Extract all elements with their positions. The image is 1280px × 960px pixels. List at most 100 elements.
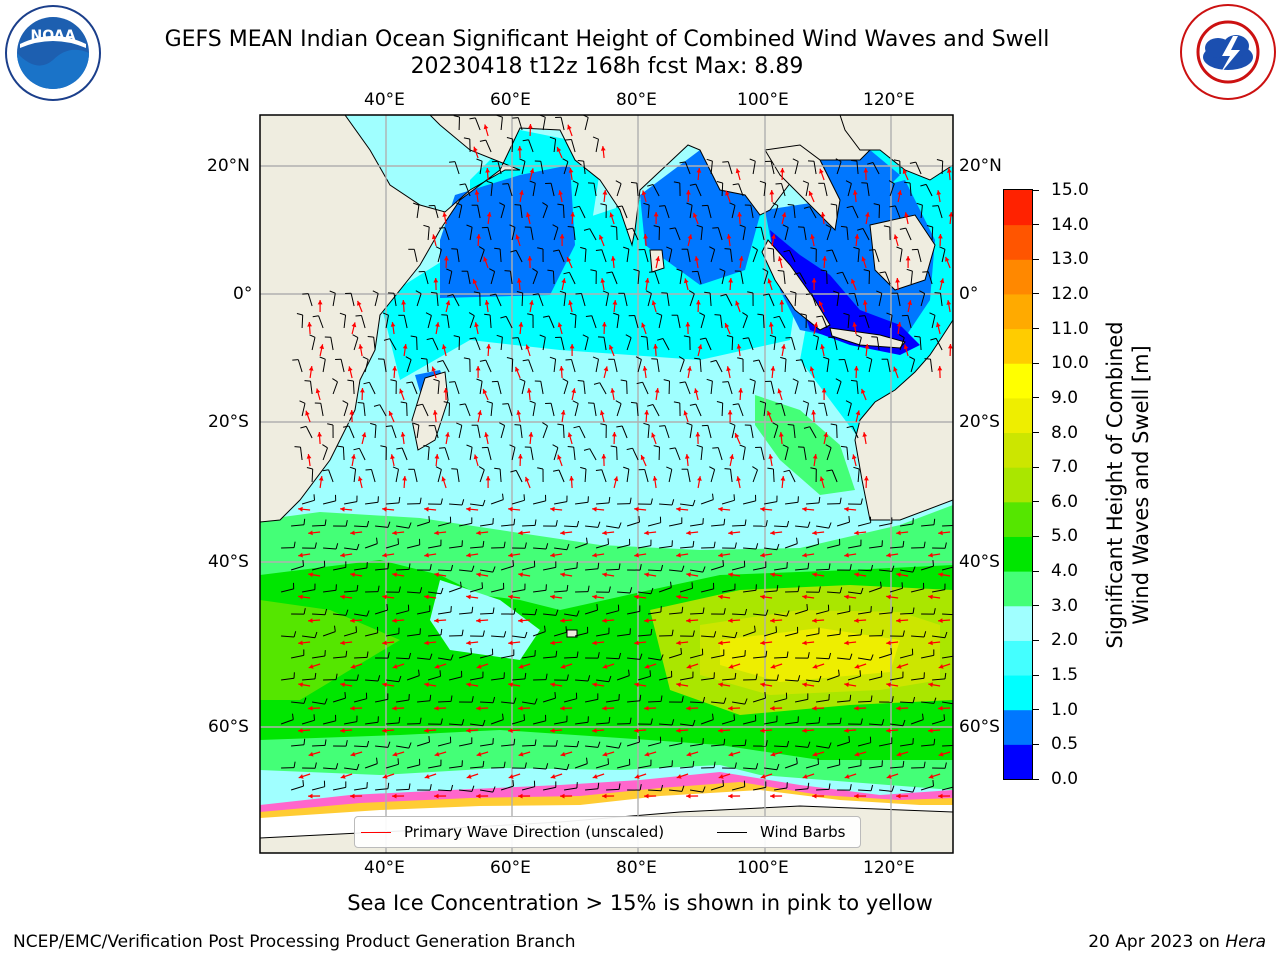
wind-barb xyxy=(654,271,660,285)
wave-arrow-head xyxy=(599,234,604,240)
wind-barb xyxy=(490,719,504,725)
wind-barb-flag xyxy=(826,469,833,472)
wind-barb xyxy=(479,161,483,175)
wind-barb xyxy=(690,612,704,615)
wind-barb xyxy=(803,227,807,241)
wave-arrow-head xyxy=(780,476,786,481)
wave-arrow-head xyxy=(634,594,639,600)
lon-tick-bottom-40e: 40°E xyxy=(364,858,405,878)
wind-barb-flag xyxy=(737,357,744,360)
wind-barb xyxy=(809,426,817,439)
wind-barb-flag xyxy=(512,337,519,339)
wave-arrow-head xyxy=(560,664,566,669)
wind-barb xyxy=(532,271,538,285)
wind-barb-flag xyxy=(471,565,475,572)
wave-arrow-head xyxy=(822,256,827,261)
wind-barb-flag xyxy=(888,180,895,185)
wind-barb xyxy=(422,403,429,417)
wind-barb-flag xyxy=(566,543,570,550)
wind-barb-flag xyxy=(552,224,559,229)
wave-arrow-head xyxy=(424,594,429,600)
wind-barb xyxy=(596,502,610,505)
wind-barb xyxy=(884,271,891,285)
wind-barb xyxy=(469,587,483,593)
wave-arrow-head xyxy=(434,454,440,459)
wind-barb xyxy=(616,675,630,681)
wind-barb-flag xyxy=(513,608,516,615)
wind-barb-flag xyxy=(383,338,390,341)
wind-barb xyxy=(449,545,463,549)
wind-barb xyxy=(560,117,565,131)
wave-arrow-head xyxy=(476,793,481,799)
wind-barb xyxy=(763,721,777,725)
wind-barb xyxy=(507,183,513,197)
wind-barb-flag xyxy=(802,180,809,184)
wind-barb xyxy=(679,677,693,681)
wind-barb-flag xyxy=(303,518,306,525)
wave-arrow-head xyxy=(946,168,952,173)
wind-barb xyxy=(920,654,934,659)
wind-barb-flag xyxy=(944,631,948,638)
wind-barb xyxy=(497,381,502,395)
wind-barb xyxy=(638,591,652,595)
wind-barb-flag xyxy=(387,521,391,528)
wave-arrow-head xyxy=(738,388,743,393)
wind-barb-flag xyxy=(303,608,306,615)
wind-barb-flag xyxy=(786,651,789,658)
wind-barb xyxy=(469,227,473,241)
wind-barb xyxy=(350,293,355,307)
wind-barb xyxy=(480,523,493,527)
wave-arrow-head xyxy=(642,366,648,371)
wind-barb xyxy=(532,500,546,505)
wave-arrow-head xyxy=(802,552,807,558)
wave-arrow-head xyxy=(484,300,490,305)
wind-barb-flag xyxy=(456,202,462,206)
wind-barb xyxy=(857,742,871,747)
wind-barb xyxy=(647,742,661,747)
wind-barb-flag xyxy=(479,139,486,142)
wind-barb-flag xyxy=(839,587,843,594)
wind-barb-flag xyxy=(902,540,905,547)
wind-barb xyxy=(354,525,368,528)
wind-barb xyxy=(638,634,652,637)
wave-arrow-head xyxy=(527,256,533,261)
wind-barb xyxy=(857,337,862,351)
wind-barb-flag xyxy=(650,628,653,635)
wind-barb-flag xyxy=(618,783,621,790)
wave-arrow-head xyxy=(653,212,659,217)
wind-barb-flag xyxy=(366,740,370,747)
wind-barb xyxy=(438,700,452,703)
wind-barb xyxy=(858,611,871,615)
wind-barb xyxy=(784,358,787,373)
wave-arrow-head xyxy=(318,476,324,481)
wind-barb-flag xyxy=(650,587,654,594)
colorbar-tick-label: 3.0 xyxy=(1033,596,1078,616)
wind-barb xyxy=(515,250,523,263)
colorbar-swatch xyxy=(1004,328,1032,364)
wave-arrow-head xyxy=(557,322,563,328)
wave-arrow-head xyxy=(308,572,313,578)
wind-barb xyxy=(774,656,788,659)
wind-barb xyxy=(403,315,408,329)
wind-barb xyxy=(742,631,756,637)
wind-barb xyxy=(795,568,809,571)
wave-arrow-head xyxy=(351,322,357,328)
colorbar xyxy=(1003,189,1033,780)
wind-barb-flag xyxy=(610,445,617,448)
wave-arrow-head xyxy=(357,300,362,306)
wind-barb-flag xyxy=(873,203,880,206)
wind-barb-flag xyxy=(606,271,613,274)
wind-barb xyxy=(301,589,315,593)
wind-barb-flag xyxy=(638,516,640,523)
wind-barb-flag xyxy=(763,293,770,296)
wind-barb-flag xyxy=(796,537,798,544)
wind-barb-flag xyxy=(849,653,853,660)
wave-arrow-head xyxy=(508,774,514,779)
wind-barb xyxy=(878,653,892,659)
run-date-text: 20 Apr 2023 on xyxy=(1088,932,1226,952)
wind-barb-flag xyxy=(344,692,346,699)
wind-barb xyxy=(563,381,569,395)
wave-arrow-head xyxy=(676,728,681,733)
wind-barb xyxy=(511,447,516,461)
wave-arrow-head xyxy=(388,411,394,416)
